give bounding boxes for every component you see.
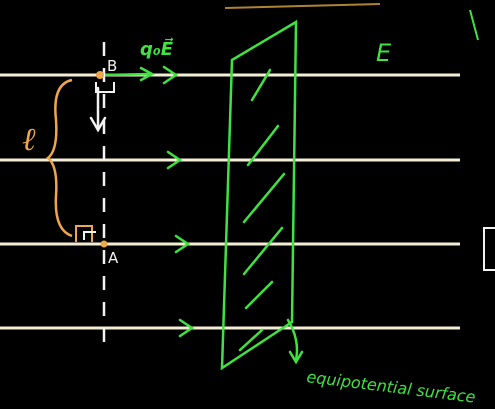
force-label: q₀E⃗ — [140, 38, 174, 60]
field-arrow-3 — [174, 234, 191, 254]
right-angle-mark-a — [75, 225, 93, 242]
top-edge-mark — [224, 3, 381, 9]
point-a-dot — [100, 240, 108, 248]
point-b-label: B — [107, 57, 117, 75]
right-angle-mark-b — [95, 82, 115, 93]
surface-pointer-head — [288, 350, 304, 365]
displacement-arrow — [89, 86, 107, 133]
surface-hatch-4 — [242, 226, 284, 276]
field-arrow-2 — [166, 150, 183, 170]
point-a-label: A — [108, 249, 119, 267]
surface-pointer-arrow — [286, 318, 299, 362]
surface-hatch-3 — [242, 172, 286, 224]
right-angle-mark-a-inner — [83, 231, 96, 240]
right-edge-mark — [469, 9, 479, 41]
surface-hatch-1 — [250, 68, 272, 102]
field-direction-arrows — [162, 65, 195, 338]
surface-hatch-6 — [238, 328, 264, 352]
field-label: E — [376, 39, 392, 67]
surface-outline — [220, 19, 298, 371]
right-edge-bracket — [483, 227, 495, 271]
field-arrow-1 — [162, 65, 179, 85]
distance-label: ℓ — [22, 120, 36, 158]
field-arrow-4 — [178, 318, 195, 338]
equipotential-surface — [220, 19, 298, 371]
surface-hatch-2 — [246, 124, 280, 167]
point-b-dot — [96, 71, 104, 79]
distance-brace — [46, 78, 73, 238]
force-arrow — [98, 66, 155, 82]
surface-hatch-5 — [244, 280, 274, 310]
